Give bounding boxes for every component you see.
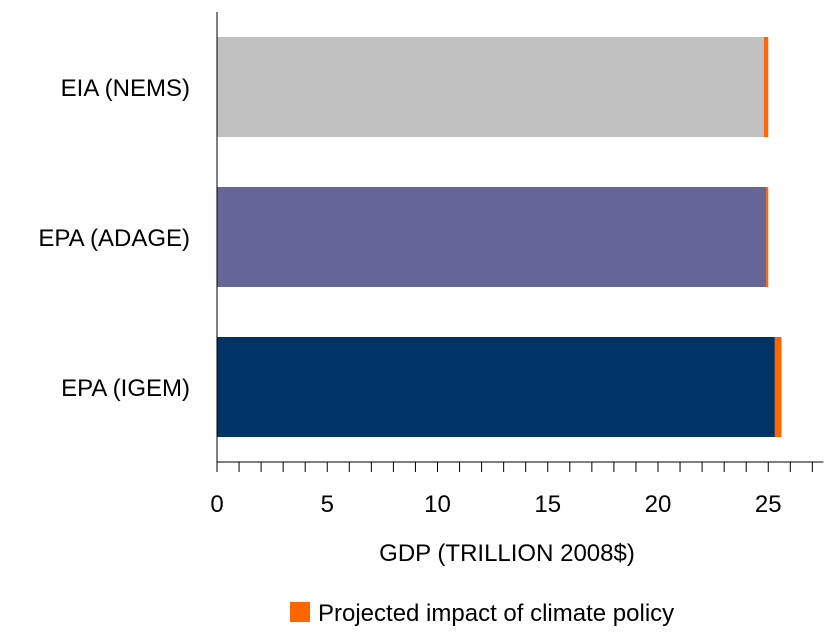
bar-impact-eia-nems [763,37,769,137]
bar-base-eia-nems [217,37,764,137]
tick-label-20: 20 [645,491,672,518]
tick-label-10: 10 [424,491,451,518]
x-axis-title: GDP (TRILLION 2008$) [379,540,635,567]
tick-label-15: 15 [534,491,561,518]
bar-impact-epa-adage [766,187,769,287]
category-label-eia-nems: EIA (NEMS) [61,75,190,102]
category-label-epa-igem: EPA (IGEM) [61,375,190,402]
bar-impact-epa-igem [774,337,782,437]
tick-label-0: 0 [210,491,223,518]
category-labels: EIA (NEMS) EPA (ADAGE) EPA (IGEM) [38,75,190,402]
tick-label-5: 5 [321,491,334,518]
bar-base-epa-adage [217,187,767,287]
bars-group [217,37,782,437]
x-axis-ticks [216,462,813,472]
category-label-epa-adage: EPA (ADAGE) [38,225,190,252]
bar-base-epa-igem [217,337,775,437]
legend-label-climate-policy: Projected impact of climate policy [318,600,674,627]
x-axis-tick-labels: 0 5 10 15 20 25 [210,491,781,518]
tick-label-25: 25 [755,491,782,518]
legend: Projected impact of climate policy [290,600,674,627]
legend-swatch-climate-policy [290,602,310,622]
